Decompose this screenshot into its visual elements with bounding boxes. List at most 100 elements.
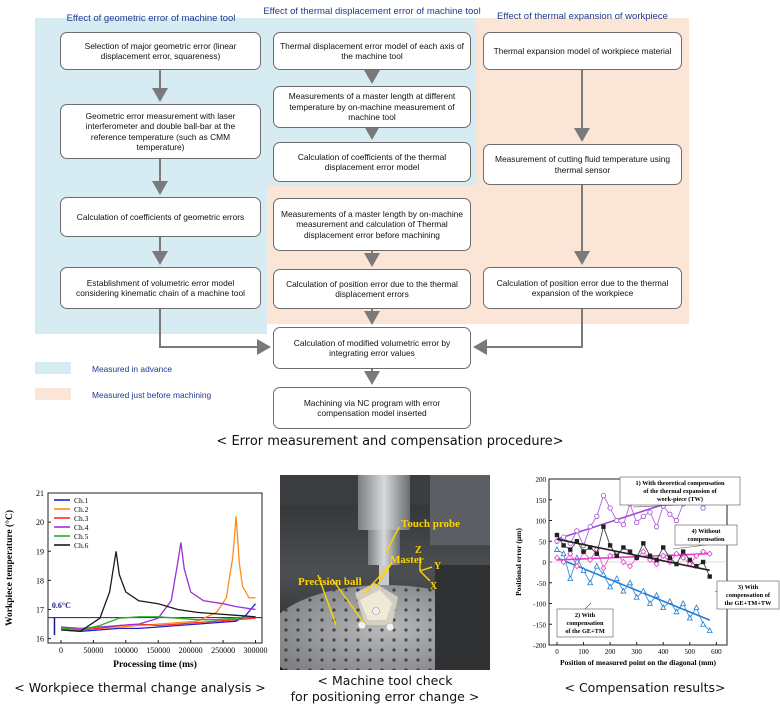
box-geometric-error-measurement: Geometric error measurement with laser i…	[60, 104, 261, 159]
data-point-square	[554, 532, 560, 538]
x-axis-label: Position of measured point on the diagon…	[560, 658, 716, 667]
x-tick-label: 300	[631, 648, 642, 656]
temperature-chart: 0 50000 100000 150000 200000 250000 300000 16 17…	[4, 489, 268, 670]
data-point-circle	[700, 505, 706, 511]
y-tick-label: -50	[537, 580, 547, 588]
label-axis-x: X	[430, 581, 438, 592]
series-line-ch5	[60, 616, 256, 631]
machine-tool-photo: Touch probe Master Precision ball Z Y X	[280, 475, 490, 670]
label-axis-y: Y	[434, 561, 442, 572]
series-line-ch3	[60, 617, 256, 631]
photo-caption-line1: < Machine tool check	[317, 673, 453, 688]
data-point-circle	[634, 519, 640, 526]
data-point-diamond	[600, 565, 607, 572]
callout-label: 2) With compensation of the GE+TM	[565, 612, 605, 635]
y-tick-label: 18	[36, 576, 44, 585]
data-point-diamond	[640, 548, 647, 555]
data-point-square	[634, 555, 639, 561]
data-point-triangle	[640, 587, 647, 594]
x-tick-label: 600	[711, 648, 722, 656]
data-point-circle	[653, 524, 660, 530]
data-point-diamond	[607, 552, 614, 559]
data-point-diamond	[693, 552, 700, 559]
x-tick-label: 100000	[114, 646, 138, 655]
x-tick-label: 50000	[83, 646, 103, 655]
data-point-diamond	[573, 562, 580, 570]
header-geometric: Effect of geometric error of machine too…	[66, 13, 236, 24]
y-tick-label: 150	[536, 497, 547, 505]
data-point-triangle	[613, 575, 620, 581]
data-point-diamond	[700, 548, 707, 555]
data-point-triangle	[587, 579, 594, 586]
temperature-caption: < Workpiece thermal change analysis >	[14, 680, 266, 695]
data-point-circle	[587, 524, 593, 530]
box-thermal-position-error: Calculation of position error due to the…	[273, 269, 471, 309]
y-tick-label: 200	[536, 476, 547, 484]
flowchart: Effect of geometric error of machine too…	[35, 6, 689, 449]
label-axis-z: Z	[415, 545, 422, 556]
data-point-triangle	[673, 608, 680, 615]
y-tick-label: 21	[36, 489, 44, 498]
data-point-square	[700, 559, 706, 565]
data-point-square	[661, 545, 666, 550]
data-point-square	[594, 551, 600, 556]
y-tick-label: 20	[36, 518, 44, 527]
data-point-square	[621, 545, 626, 550]
callout-box	[619, 476, 741, 506]
data-point-square	[614, 553, 619, 558]
flow-arrows	[152, 70, 590, 385]
box-workpiece-expansion-model: Thermal expansion model of workpiece mat…	[483, 32, 682, 70]
range-annotation: 0.6°C	[52, 601, 71, 610]
header-thermal: Effect of thermal displacement error of …	[263, 6, 481, 17]
box-workpiece-position-error: Calculation of position error due to the…	[483, 267, 682, 309]
data-point-circle	[614, 517, 620, 524]
data-point-square	[627, 549, 633, 554]
data-point-diamond	[673, 550, 680, 557]
y-tick-label: 17	[36, 606, 44, 615]
compensation-chart: 0 100 200 300 400 500 600 -200 -150 -100 -50 0 50 100…	[514, 476, 780, 667]
data-point-triangle	[626, 579, 634, 586]
box-thermal-coefficients: Calculation of coefficients of the therm…	[273, 142, 471, 182]
legend-label: Ch.5	[74, 532, 89, 541]
box-modified-volumetric-error: Calculation of modified volumetric error…	[273, 327, 471, 369]
callout-label: 1) With theoretical compensation of the t…	[635, 480, 725, 503]
legend-swatch-advance	[35, 362, 71, 374]
x-tick-label: 400	[658, 648, 669, 656]
legend-label: Ch.2	[74, 505, 89, 514]
flowchart-caption: < Error measurement and compensation pro…	[216, 434, 564, 449]
data-point-circle	[640, 513, 646, 519]
data-point-triangle	[620, 587, 627, 594]
legend-label: Ch.4	[74, 523, 89, 532]
box-thermal-error-before-machining: Measurements of a master length by on-ma…	[273, 198, 471, 251]
data-point-triangle	[553, 546, 561, 552]
data-point-triangle	[660, 604, 667, 611]
photo-caption-line2: for positioning error change >	[290, 689, 480, 704]
data-point-square	[667, 555, 673, 561]
box-volumetric-error-model: Establishment of volumetric error model …	[60, 267, 261, 309]
data-point-diamond	[554, 554, 560, 562]
data-point-triangle	[653, 591, 660, 598]
data-point-circle	[607, 505, 613, 511]
data-point-diamond	[706, 550, 713, 557]
data-point-triangle	[706, 627, 713, 633]
label-master: Master	[390, 554, 424, 566]
x-tick-label: 0	[59, 646, 63, 655]
data-point-square	[707, 574, 712, 579]
y-tick-label: 0	[543, 559, 547, 567]
data-point-circle	[620, 522, 626, 528]
y-tick-label: 19	[36, 547, 44, 556]
data-point-square	[654, 557, 659, 563]
data-point-triangle	[700, 620, 707, 627]
data-point-triangle	[567, 575, 574, 581]
y-tick-label: -150	[533, 621, 546, 629]
callout-label: 3) With compensation of the GE+TM+TW	[725, 584, 773, 607]
data-point-triangle	[666, 597, 673, 604]
x-axis-label: Processing time (ms)	[113, 659, 197, 670]
box-nc-machining: Machining via NC program with error comp…	[273, 387, 471, 429]
y-tick-label: -100	[533, 601, 546, 609]
data-point-triangle	[560, 550, 567, 557]
fit-line-3	[556, 552, 710, 561]
legend-label: Ch.3	[74, 514, 89, 523]
x-tick-label: 300000	[244, 646, 268, 655]
data-point-diamond	[627, 562, 633, 570]
